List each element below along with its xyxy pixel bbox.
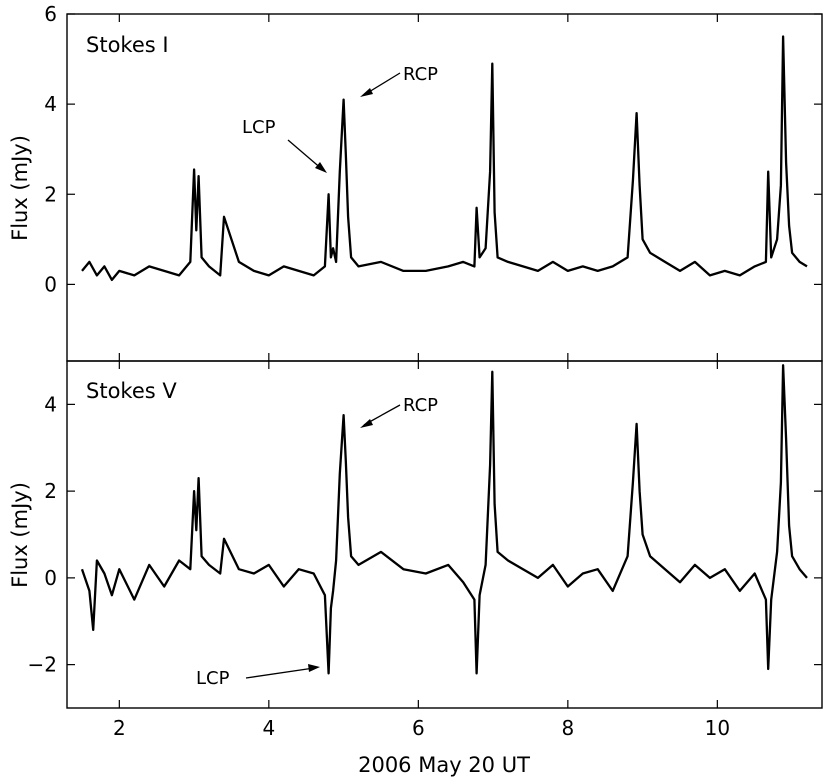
series-line-stokes-i [81,35,808,282]
y-tick-label: 4 [44,92,57,116]
annotation-rcp-arrowhead [360,419,373,428]
annotation-lcp-arrow [287,139,324,171]
panel-label: Stokes V [86,379,177,403]
axis-tick-labels: 2 4 6 8 10 −2 0 2 4 [28,392,731,740]
y-tick-label: −2 [28,653,57,677]
annotation-rcp-label: RCP [403,64,438,85]
annotation-lcp-label: LCP [196,668,230,689]
y-axis-label: Flux (mJy) [8,482,32,588]
y-axis-label: Flux (mJy) [8,135,32,241]
x-axis-label: 2006 May 20 UT [358,753,530,777]
axis-ticks [67,13,822,361]
y-tick-label: 6 [44,2,57,26]
x-tick-label: 2 [113,716,126,740]
annotation-lcp: LCP [196,664,320,689]
annotation-lcp-arrowhead [315,162,327,173]
axis-ticks [67,361,822,708]
annotation-lcp-label: LCP [242,117,276,138]
y-tick-label: 0 [44,272,57,296]
annotation-rcp-arrowhead [360,88,373,97]
x-tick-label: 6 [412,716,425,740]
x-tick-label: 10 [705,716,730,740]
axis-tick-labels: 0 2 4 6 [44,2,57,296]
plot-frame [66,360,823,709]
annotation-lcp-arrowhead [308,664,320,672]
series-line-stokes-v [80,364,808,675]
y-tick-label: 2 [44,479,57,503]
annotation-rcp: RCP [360,64,438,97]
annotation-lcp: LCP [242,117,327,173]
annotation-rcp: RCP [360,395,438,428]
annotation-lcp-arrow [245,667,315,679]
x-tick-label: 8 [561,716,574,740]
y-tick-label: 4 [44,392,57,416]
y-tick-label: 0 [44,566,57,590]
plot-frame [66,13,823,362]
chart-panel-stokes-i: 0 2 4 6 Stokes I Flux (mJy) RCP LCP [8,2,823,362]
panel-label: Stokes I [86,33,169,57]
chart-panel-stokes-v: 2 4 6 8 10 −2 0 2 4 Stokes V Flux (mJy) 2006 May… [8,360,823,777]
annotation-rcp-label: RCP [403,395,438,416]
y-tick-label: 2 [44,182,57,206]
x-tick-label: 4 [262,716,275,740]
